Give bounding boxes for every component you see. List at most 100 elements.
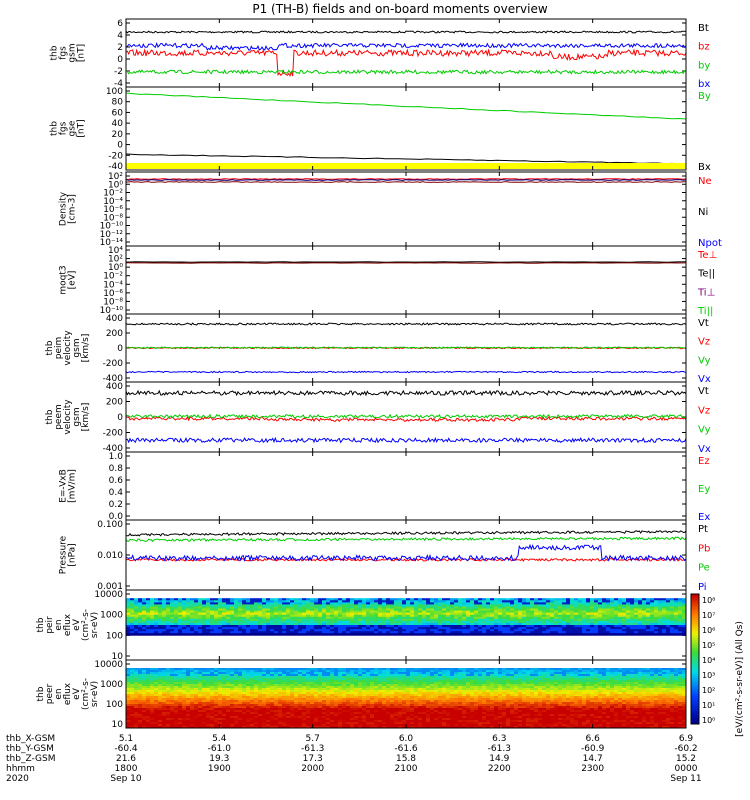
heatmap-cell [334,668,339,671]
heatmap-cell [374,680,379,683]
heatmap-cell [210,696,215,699]
heatmap-cell [282,598,287,601]
heatmap-cell [458,633,463,636]
heatmap-cell [294,692,299,695]
heatmap-cell [674,600,679,603]
heatmap-cell [518,610,523,614]
heatmap-cell [206,602,211,605]
heatmap-cell [474,618,479,622]
heatmap-cell [670,678,675,681]
heatmap-cell [278,684,283,687]
heatmap-cell [334,633,339,636]
heatmap-cell [586,684,591,687]
heatmap-cell [594,622,599,626]
heatmap-cell [530,672,535,675]
heatmap-cell [314,684,319,687]
heatmap-cell [538,674,543,677]
heatmap-cell [214,598,219,601]
heatmap-cell [346,692,351,695]
heatmap-cell [266,633,271,636]
heatmap-cell [518,682,523,685]
heatmap-cell [266,696,271,699]
heatmap-cell [322,610,327,614]
heatmap-cell [162,676,167,679]
heatmap-cell [226,598,231,601]
heatmap-cell [554,629,559,632]
heatmap-cell [234,600,239,603]
heatmap-cell [318,622,323,626]
heatmap-cell [670,620,675,624]
heatmap-cell [266,610,271,614]
heatmap-cell [358,625,363,628]
heatmap-cell [370,612,375,616]
heatmap-cell [546,614,551,618]
heatmap-cell [454,604,459,607]
heatmap-cell [154,684,159,687]
heatmap-cell [306,668,311,671]
heatmap-cell [602,625,607,628]
heatmap-cell [398,680,403,683]
heatmap-cell [254,694,259,697]
heatmap-cell [274,692,279,695]
ylabel-line: fgs [59,121,69,135]
heatmap-cell [182,620,187,624]
heatmap-cell [606,610,611,614]
ytick-label: 10⁰ [108,180,123,190]
heatmap-cell [606,633,611,636]
heatmap-cell [470,684,475,687]
heatmap-cell [334,608,339,611]
heatmap-cell [554,672,559,675]
heatmap-cell [570,618,575,622]
ytick-label: 10000 [94,590,123,600]
heatmap-cell [502,620,507,624]
ylabel-line: fgs [59,46,69,60]
heatmap-cell [522,625,527,628]
heatmap-cell [350,620,355,624]
heatmap-cell [478,668,483,671]
heatmap-cell [486,633,491,636]
heatmap-cell [262,688,267,691]
heatmap-cell [658,602,663,605]
heatmap-cell [494,614,499,618]
heatmap-cell [470,616,475,620]
heatmap-cell [170,672,175,675]
heatmap-cell [582,629,587,632]
heatmap-cell [358,604,363,607]
heatmap-cell [582,680,587,683]
heatmap-cell [318,618,323,622]
heatmap-cell [610,631,615,634]
heatmap-cell [174,614,179,618]
heatmap-cell [650,694,655,697]
heatmap-cell [566,610,571,614]
heatmap-cell [678,625,683,628]
heatmap-cell [642,620,647,624]
heatmap-cell [510,696,515,699]
heatmap-cell [462,674,467,677]
heatmap-cell [238,622,243,626]
heatmap-cell [378,676,383,679]
heatmap-cell [326,610,331,614]
heatmap-cell [562,602,567,605]
heatmap-cell [358,684,363,687]
heatmap-cell [362,670,367,673]
heatmap-cell [478,604,483,607]
heatmap-cell [662,598,667,601]
heatmap-cell [454,692,459,695]
heatmap-cell [386,604,391,607]
heatmap-cell [454,631,459,634]
heatmap-cell [382,631,387,634]
heatmap-cell [154,633,159,636]
heatmap-cell [418,608,423,611]
heatmap-cell [318,696,323,699]
heatmap-cell [434,676,439,679]
heatmap-cell [126,668,131,671]
heatmap-cell [330,627,335,630]
heatmap-cell [306,696,311,699]
heatmap-cell [398,620,403,624]
heatmap-cell [178,608,183,611]
heatmap-cell [498,688,503,691]
heatmap-cell [362,600,367,603]
heatmap-cell [626,616,631,620]
heatmap-cell [186,678,191,681]
heatmap-cell [682,629,687,632]
